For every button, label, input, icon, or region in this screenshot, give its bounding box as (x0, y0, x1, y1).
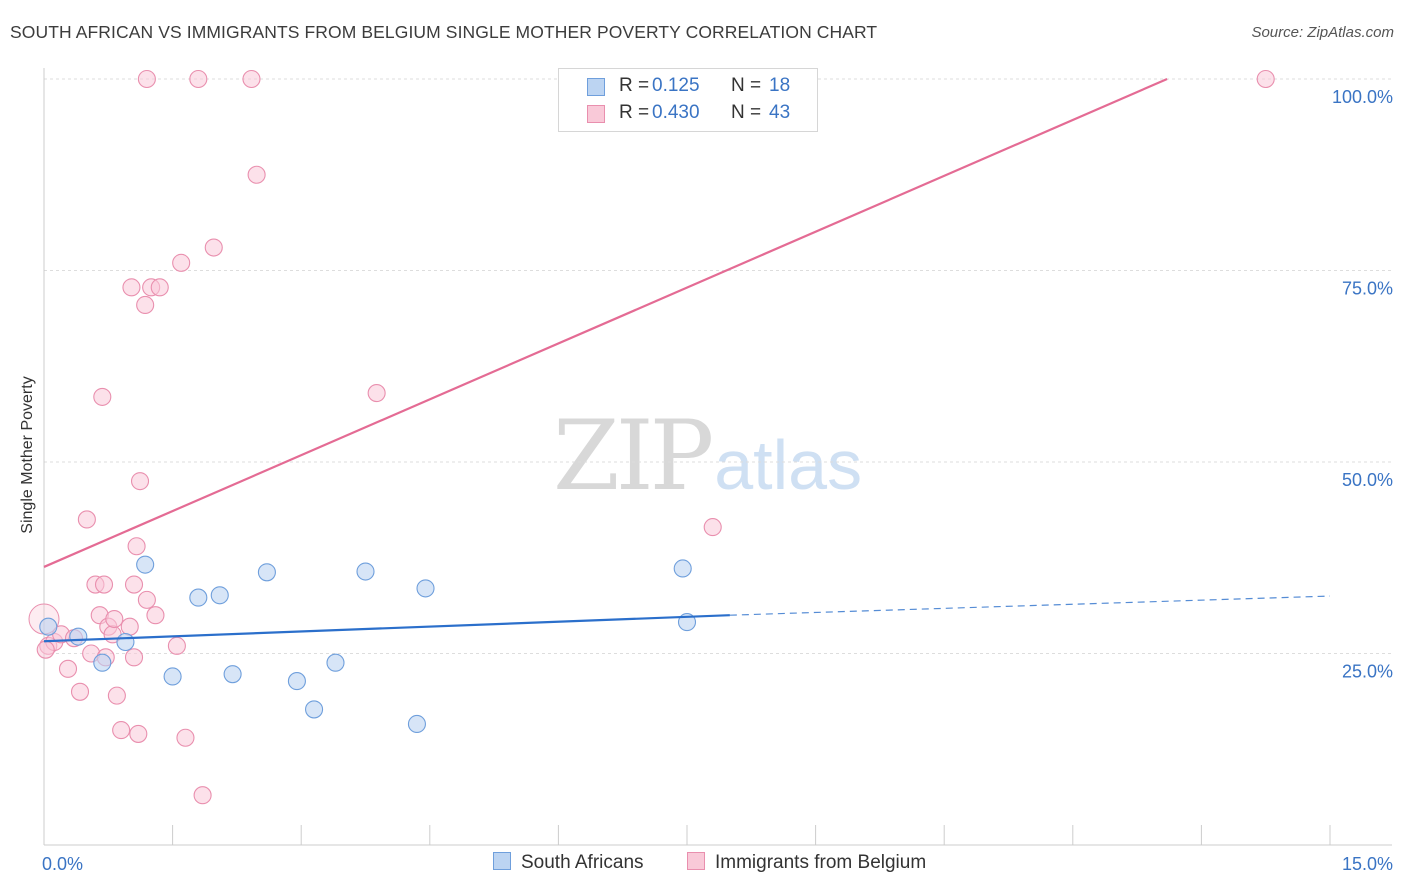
data-point-immigrants-from-belgium (167, 636, 186, 655)
data-point-immigrants-from-belgium (130, 472, 150, 491)
data-point-immigrants-from-belgium (77, 510, 96, 529)
trendline-immigrants-from-belgium (43, 77, 1168, 568)
data-point-south-africans (416, 579, 435, 598)
data-point-south-africans (69, 627, 88, 646)
data-point-immigrants-from-belgium (204, 238, 223, 257)
data-point-immigrants-from-belgium (703, 518, 722, 537)
data-point-immigrants-from-belgium (124, 648, 144, 667)
axis-layer (43, 68, 1392, 846)
legend-item-south-africans[interactable]: South Africans (493, 852, 644, 874)
data-point-south-africans (356, 562, 375, 581)
data-point-immigrants-from-belgium (120, 617, 139, 636)
data-point-immigrants-from-belgium (137, 69, 156, 89)
data-point-immigrants-from-belgium (129, 724, 148, 743)
swatch-pink (587, 105, 605, 123)
data-point-south-africans (223, 665, 242, 684)
x-tick-label: 0.0% (42, 854, 83, 874)
data-point-south-africans (39, 617, 58, 636)
n-label: N = (731, 102, 762, 123)
data-point-south-africans (287, 672, 306, 691)
data-point-immigrants-from-belgium (70, 682, 90, 701)
data-point-south-africans (257, 563, 276, 582)
points-south-africans (39, 555, 697, 734)
data-point-immigrants-from-belgium (247, 165, 266, 184)
y-tick-label: 75.0% (1342, 279, 1393, 299)
trendline-south-africans (43, 614, 730, 643)
data-point-immigrants-from-belgium (127, 537, 146, 556)
axis-label-layer: 25.0% 50.0% 75.0% 100.0% 0.0% 15.0% (42, 87, 1393, 874)
grid-layer (44, 78, 1392, 654)
data-point-immigrants-from-belgium (150, 278, 169, 297)
data-point-immigrants-from-belgium (137, 590, 156, 609)
legend-label-south-africans: South Africans (521, 852, 644, 873)
data-point-immigrants-from-belgium (124, 575, 144, 594)
swatch-blue (587, 78, 605, 96)
data-point-immigrants-from-belgium (36, 640, 55, 659)
n-label: N = (731, 75, 762, 96)
series-legend: South Africans Immigrants from Belgium (0, 852, 1406, 878)
data-point-south-africans (305, 700, 324, 719)
r-value: 0.125 (652, 75, 700, 96)
y-tick-label: 25.0% (1342, 662, 1393, 682)
data-point-immigrants-from-belgium (176, 728, 195, 747)
data-point-south-africans (163, 667, 182, 686)
data-point-immigrants-from-belgium (1256, 69, 1275, 89)
data-point-immigrants-from-belgium (122, 278, 141, 297)
data-point-immigrants-from-belgium (136, 295, 155, 315)
stats-row-south-africans: R = 0.125 N = 18 (559, 74, 817, 100)
n-value: 18 (769, 75, 791, 96)
data-point-immigrants-from-belgium (172, 253, 191, 272)
data-point-south-africans (189, 588, 208, 607)
data-point-immigrants-from-belgium (112, 721, 131, 740)
data-point-immigrants-from-belgium (93, 387, 112, 406)
data-point-immigrants-from-belgium (367, 384, 386, 403)
data-point-south-africans (210, 586, 229, 605)
data-point-immigrants-from-belgium (58, 659, 78, 678)
r-label: R = (619, 102, 650, 123)
legend-item-immigrants-from-belgium[interactable]: Immigrants from Belgium (687, 852, 926, 874)
y-tick-label: 50.0% (1342, 470, 1393, 490)
data-point-south-africans (116, 632, 135, 652)
n-value: 43 (769, 102, 791, 123)
data-point-immigrants-from-belgium (94, 575, 114, 594)
trendline-south-africans-extension (729, 595, 1331, 616)
data-point-immigrants-from-belgium (105, 609, 124, 629)
data-point-south-africans (136, 555, 155, 574)
r-label: R = (619, 75, 650, 96)
legend-swatch-pink (687, 852, 705, 870)
r-value: 0.430 (652, 102, 700, 123)
data-point-south-africans (326, 653, 345, 672)
legend-swatch-blue (493, 852, 511, 870)
trend-layer (43, 77, 1331, 643)
y-tick-label: 100.0% (1332, 87, 1393, 107)
data-point-south-africans (407, 714, 426, 734)
data-point-immigrants-from-belgium (107, 686, 126, 705)
data-point-immigrants-from-belgium (242, 69, 261, 89)
points-immigrants-from-belgium (28, 69, 1275, 805)
data-point-immigrants-from-belgium (189, 69, 208, 89)
stats-legend: R = 0.125 N = 18 R = 0.430 N = 43 (558, 68, 818, 132)
legend-label-immigrants-from-belgium: Immigrants from Belgium (715, 852, 927, 873)
data-point-south-africans (93, 653, 112, 672)
chart-title: SOUTH AFRICAN VS IMMIGRANTS FROM BELGIUM… (10, 22, 878, 42)
data-point-south-africans (673, 559, 692, 578)
stats-row-immigrants-from-belgium: R = 0.430 N = 43 (559, 101, 817, 127)
x-tick-label: 15.0% (1342, 854, 1393, 874)
data-point-immigrants-from-belgium (146, 606, 165, 625)
source-note: Source: ZipAtlas.com (1251, 24, 1394, 41)
data-point-immigrants-from-belgium (193, 786, 212, 805)
